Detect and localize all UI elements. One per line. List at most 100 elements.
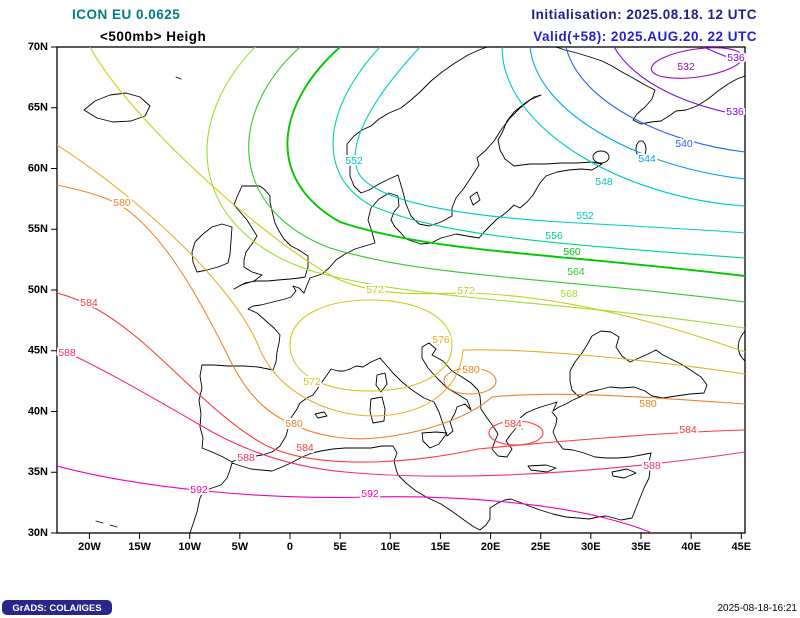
- contour-544: [529, 47, 745, 180]
- contour-label-552: 552: [345, 155, 363, 167]
- contour-584: [57, 292, 745, 463]
- lat-label: 60N: [28, 162, 48, 174]
- init-time: Initialisation: 2025.08.18. 12 UTC: [531, 7, 757, 22]
- contour-580-loop: [443, 367, 497, 395]
- lon-label: 20W: [78, 541, 101, 553]
- contour-536: [703, 47, 745, 63]
- contour-580: [57, 184, 745, 440]
- contour-label-572: 572: [366, 284, 384, 296]
- contour-588: [57, 347, 745, 477]
- contour-label-576: 576: [432, 334, 450, 346]
- coast-north-africa-levant: [189, 411, 652, 533]
- contour-label-572: 572: [457, 285, 475, 297]
- contour-label-588: 588: [237, 452, 255, 464]
- contour-label-540: 540: [675, 138, 693, 150]
- lat-label: 55N: [28, 223, 48, 235]
- coast-west-europe-baltic: [247, 94, 603, 371]
- contour-572: [89, 47, 745, 353]
- contour-552: [354, 47, 745, 234]
- lon-label: 15W: [128, 541, 151, 553]
- lon-label: 5W: [232, 541, 249, 553]
- contour-label-552: 552: [576, 210, 594, 222]
- latitude-axis: 70N 65N 60N 55N 50N 45N 40N 35N 30N: [28, 41, 57, 539]
- header: ICON EU 0.0625 <500mb> Heigh Initialisat…: [72, 7, 757, 44]
- lat-label: 30N: [28, 527, 48, 539]
- contour-label-544: 544: [638, 153, 656, 165]
- lon-label: 45E: [732, 541, 752, 553]
- coast-iceland: [83, 92, 151, 123]
- coastlines: [83, 47, 745, 533]
- contour-label-560: 560: [563, 246, 581, 258]
- contour-label-588: 588: [58, 347, 76, 359]
- lon-label: 10E: [380, 541, 400, 553]
- coast-islands: [95, 76, 637, 528]
- contour-536: [613, 47, 745, 117]
- lat-label: 50N: [28, 284, 48, 296]
- grads-stamp: GrADS: COLA/IGES: [2, 600, 112, 615]
- creation-timestamp: 2025-08-18-16:21: [717, 603, 797, 614]
- contour-label-580: 580: [285, 418, 303, 430]
- lon-label: 35E: [631, 541, 651, 553]
- lon-label: 40E: [681, 541, 701, 553]
- contour-560: [286, 47, 745, 277]
- coast-iberia: [198, 364, 364, 463]
- contour-564: [248, 47, 745, 303]
- coast-britain: [233, 185, 309, 290]
- coast-italy-balkans-blacksea: [362, 330, 708, 458]
- contour-532: [650, 47, 744, 79]
- field-title: <500mb> Heigh: [100, 29, 206, 44]
- lon-label: 5E: [333, 541, 346, 553]
- contour-label-592: 592: [190, 484, 208, 496]
- contour-label-548: 548: [595, 176, 613, 188]
- contour-label-532: 532: [677, 61, 695, 73]
- contours: [57, 47, 745, 533]
- lakes-ladoga-onega: [592, 140, 647, 164]
- contour-556: [332, 47, 745, 259]
- contour-label-584: 584: [504, 418, 522, 430]
- contour-label-536: 536: [727, 52, 745, 64]
- model-title: ICON EU 0.0625: [72, 7, 180, 22]
- lat-label: 35N: [28, 466, 48, 478]
- contour-572-loop: [289, 299, 453, 392]
- lat-label: 40N: [28, 405, 48, 417]
- grads-stamp-text: GrADS: COLA/IGES: [12, 603, 101, 614]
- contour-label-588: 588: [643, 460, 661, 472]
- coast-ireland: [191, 223, 233, 273]
- lat-label: 65N: [28, 102, 48, 114]
- contour-540: [565, 47, 745, 153]
- contour-label-584: 584: [296, 442, 314, 454]
- longitude-axis: 20W 15W 10W 5W 0 5E 10E 15E 20E 25E 30E 35E 40E 45E: [78, 533, 751, 553]
- coast-arctic-russia: [555, 47, 745, 125]
- lon-label: 30E: [581, 541, 601, 553]
- valid-time: Valid(+58): 2025.AUG.20. 22 UTC: [533, 29, 757, 44]
- grads-stamp-background: [2, 600, 112, 615]
- lat-label: 70N: [28, 41, 48, 53]
- contour-584-loop: [488, 420, 544, 446]
- coast-scandinavia: [346, 47, 542, 227]
- contour-label-584: 584: [679, 424, 697, 436]
- lon-label: 20E: [481, 541, 501, 553]
- contour-576: [57, 144, 745, 417]
- contour-label-592: 592: [361, 488, 379, 500]
- lon-label: 15E: [431, 541, 451, 553]
- lat-label: 45N: [28, 345, 48, 357]
- coast-caspian-edge: [737, 330, 745, 362]
- contour-label-580: 580: [462, 364, 480, 376]
- lon-label: 10W: [178, 541, 201, 553]
- contour-label-568: 568: [560, 288, 578, 300]
- contour-label-580: 580: [639, 398, 657, 410]
- contour-label-572: 572: [303, 376, 321, 388]
- contour-548: [501, 47, 745, 207]
- contour-label-580: 580: [113, 197, 131, 209]
- lon-label: 0: [287, 541, 293, 553]
- contour-568: [206, 47, 745, 329]
- contour-label-556: 556: [545, 230, 563, 242]
- contour-592: [57, 465, 653, 533]
- contour-label-564: 564: [567, 266, 585, 278]
- contour-label-536: 536: [726, 106, 744, 118]
- lon-label: 25E: [531, 541, 551, 553]
- contour-label-584: 584: [80, 297, 98, 309]
